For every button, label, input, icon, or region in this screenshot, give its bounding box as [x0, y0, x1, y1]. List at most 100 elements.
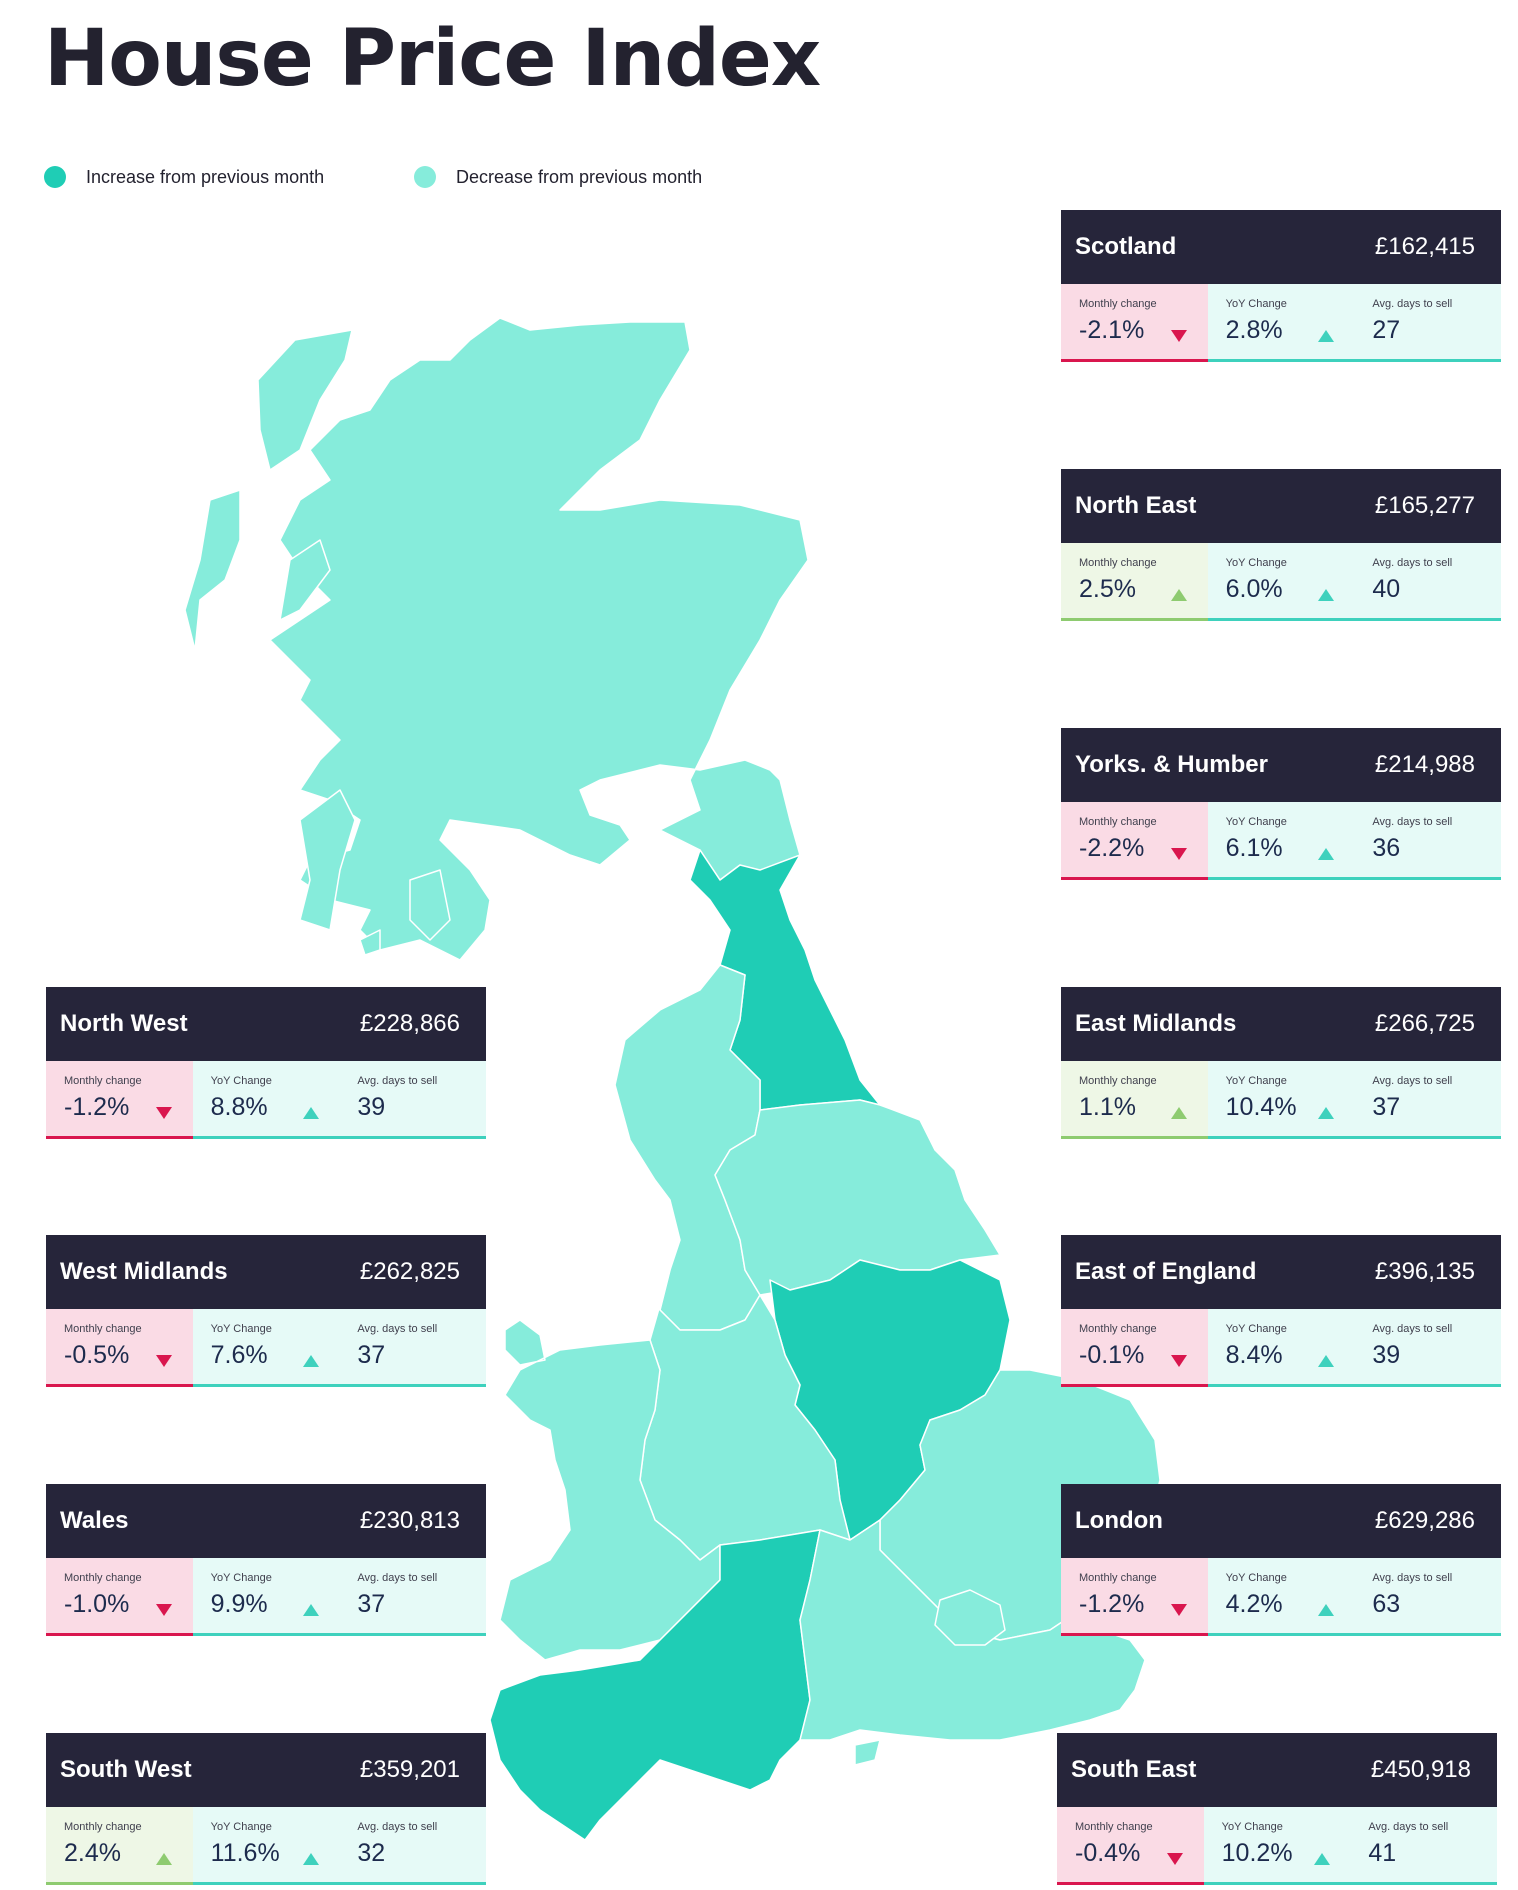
region-london[interactable]	[934, 1589, 1006, 1646]
yoy-change-cell: YoY Change 4.2%	[1207, 1558, 1355, 1636]
arrow-up-icon	[1171, 589, 1187, 601]
monthly-change-label: Monthly change	[64, 1572, 142, 1584]
card-header: North West £228,866	[46, 987, 486, 1061]
card-header: South West £359,201	[46, 1733, 486, 1807]
monthly-change-value: -1.2%	[1079, 1590, 1145, 1618]
arrow-up-icon	[302, 1853, 319, 1865]
arrow-up-icon	[1317, 1355, 1334, 1367]
monthly-change-cell: Monthly change 1.1%	[1061, 1061, 1208, 1139]
monthly-change-cell: Monthly change -1.0%	[46, 1558, 193, 1636]
card-header: East of England £396,135	[1061, 1235, 1501, 1309]
days-to-sell-value: 39	[1372, 1341, 1401, 1369]
yoy-change-label: YoY Change	[1221, 1821, 1283, 1833]
yoy-change-cell: YoY Change 8.8%	[192, 1061, 340, 1139]
monthly-change-value: 1.1%	[1079, 1093, 1136, 1121]
decrease-dot-icon	[414, 166, 436, 188]
region-price: £359,201	[359, 1756, 460, 1783]
days-to-sell-cell: Avg. days to sell 36	[1354, 802, 1501, 880]
arrow-down-icon	[1167, 1853, 1183, 1865]
legend-increase-label: Increase from previous month	[86, 166, 325, 187]
region-name: Yorks. & Humber	[1075, 751, 1268, 778]
card-header: Wales £230,813	[46, 1484, 486, 1558]
yoy-change-label: YoY Change	[1225, 298, 1287, 310]
monthly-change-label: Monthly change	[1079, 1323, 1157, 1335]
region-price: £162,415	[1374, 233, 1475, 260]
arrow-down-icon	[1171, 848, 1187, 860]
region-name: South West	[60, 1756, 192, 1783]
arrow-down-icon	[156, 1107, 172, 1119]
monthly-change-value: -1.0%	[64, 1590, 130, 1618]
yoy-change-cell: YoY Change 7.6%	[192, 1309, 340, 1387]
days-to-sell-cell: Avg. days to sell 37	[1354, 1061, 1501, 1139]
monthly-change-label: Monthly change	[64, 1821, 142, 1833]
card-stats: Monthly change -0.4% YoY Change 10.2% Av…	[1057, 1807, 1497, 1885]
region-name: West Midlands	[60, 1258, 228, 1285]
yoy-change-label: YoY Change	[1225, 557, 1287, 569]
region-card-south-west: South West £359,201 Monthly change 2.4% …	[46, 1733, 486, 1885]
yoy-change-value: 10.4%	[1225, 1093, 1297, 1121]
region-card-east-of-england: East of England £396,135 Monthly change …	[1061, 1235, 1501, 1387]
monthly-change-cell: Monthly change -0.5%	[46, 1309, 193, 1387]
yoy-change-value: 11.6%	[210, 1839, 280, 1867]
days-to-sell-value: 37	[357, 1341, 386, 1369]
region-wales[interactable]	[499, 1319, 721, 1661]
monthly-change-cell: Monthly change -0.1%	[1061, 1309, 1208, 1387]
arrow-down-icon	[1171, 1355, 1187, 1367]
arrow-up-icon	[302, 1604, 319, 1616]
yoy-change-value: 9.9%	[210, 1590, 268, 1618]
yoy-change-cell: YoY Change 8.4%	[1207, 1309, 1355, 1387]
yoy-change-label: YoY Change	[210, 1821, 272, 1833]
yoy-change-cell: YoY Change 6.1%	[1207, 802, 1355, 880]
region-scotland[interactable]	[269, 317, 809, 961]
yoy-change-cell: YoY Change 9.9%	[192, 1558, 340, 1636]
monthly-change-value: 2.5%	[1079, 575, 1136, 603]
region-scotland-islands	[184, 329, 451, 956]
monthly-change-value: -0.1%	[1079, 1341, 1145, 1369]
days-to-sell-value: 63	[1372, 1590, 1401, 1618]
region-name: North East	[1075, 492, 1197, 519]
arrow-up-icon	[302, 1355, 319, 1367]
monthly-change-label: Monthly change	[1075, 1821, 1153, 1833]
region-name: Wales	[60, 1507, 129, 1534]
monthly-change-value: -1.2%	[64, 1093, 130, 1121]
increase-dot-icon	[44, 166, 66, 188]
card-header: South East £450,918	[1057, 1733, 1497, 1807]
arrow-up-icon	[1317, 330, 1334, 342]
monthly-change-value: 2.4%	[64, 1839, 121, 1867]
legend-decrease: Decrease from previous month	[414, 166, 702, 188]
monthly-change-cell: Monthly change -0.4%	[1057, 1807, 1204, 1885]
yoy-change-label: YoY Change	[1225, 1572, 1287, 1584]
region-price: £266,725	[1374, 1010, 1475, 1037]
days-to-sell-label: Avg. days to sell	[1372, 1572, 1453, 1584]
card-stats: Monthly change -1.2% YoY Change 8.8% Avg…	[46, 1061, 486, 1139]
yoy-change-label: YoY Change	[210, 1323, 272, 1335]
yoy-change-value: 2.8%	[1225, 316, 1283, 344]
days-to-sell-value: 37	[357, 1590, 386, 1618]
page-title: House Price Index	[44, 14, 821, 104]
monthly-change-value: -0.4%	[1075, 1839, 1141, 1867]
region-name: East of England	[1075, 1258, 1257, 1285]
days-to-sell-value: 37	[1372, 1093, 1401, 1121]
arrow-up-icon	[1317, 1604, 1334, 1616]
region-price: £629,286	[1374, 1507, 1475, 1534]
days-to-sell-cell: Avg. days to sell 27	[1354, 284, 1501, 362]
card-header: Yorks. & Humber £214,988	[1061, 728, 1501, 802]
region-name: East Midlands	[1075, 1010, 1237, 1037]
arrow-down-icon	[1171, 1604, 1187, 1616]
card-stats: Monthly change -2.1% YoY Change 2.8% Avg…	[1061, 284, 1501, 362]
card-stats: Monthly change -1.2% YoY Change 4.2% Avg…	[1061, 1558, 1501, 1636]
region-price: £165,277	[1374, 492, 1475, 519]
region-card-south-east: South East £450,918 Monthly change -0.4%…	[1057, 1733, 1497, 1885]
days-to-sell-cell: Avg. days to sell 41	[1350, 1807, 1497, 1885]
region-name: South East	[1071, 1756, 1197, 1783]
monthly-change-value: -2.1%	[1079, 316, 1145, 344]
yoy-change-value: 6.1%	[1225, 834, 1283, 862]
days-to-sell-label: Avg. days to sell	[1372, 298, 1453, 310]
yoy-change-cell: YoY Change 10.2%	[1203, 1807, 1351, 1885]
region-card-wales: Wales £230,813 Monthly change -1.0% YoY …	[46, 1484, 486, 1636]
arrow-up-icon	[1317, 589, 1334, 601]
card-stats: Monthly change 1.1% YoY Change 10.4% Avg…	[1061, 1061, 1501, 1139]
card-stats: Monthly change -1.0% YoY Change 9.9% Avg…	[46, 1558, 486, 1636]
card-stats: Monthly change 2.5% YoY Change 6.0% Avg.…	[1061, 543, 1501, 621]
